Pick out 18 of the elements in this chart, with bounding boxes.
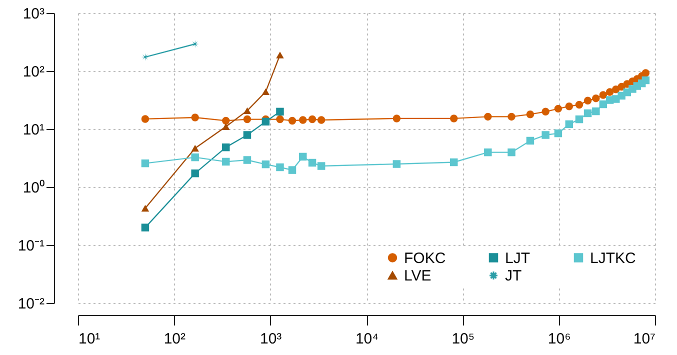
x-tick-label: 10¹ xyxy=(78,330,100,348)
y-tick-label: 10⁻² xyxy=(18,296,44,312)
y-tick-label: 10² xyxy=(22,64,44,80)
legend-label: JT xyxy=(505,268,522,284)
legend-label: LJTKC xyxy=(590,250,636,267)
x-tick-label: 10³ xyxy=(260,330,282,348)
y-tick-label: 10³ xyxy=(22,6,44,22)
x-tick-label: 10⁷ xyxy=(633,330,656,348)
legend-label: LJT xyxy=(505,250,530,267)
y-tick-label: 10⁻¹ xyxy=(18,238,44,254)
legend-label: LVE xyxy=(404,268,432,284)
x-tick-label: 10⁴ xyxy=(355,330,379,348)
legend-label: FOKC xyxy=(404,250,446,267)
y-tick-label: 10⁰ xyxy=(22,180,44,196)
x-tick-label: 10² xyxy=(164,330,186,348)
x-tick-label: 10⁵ xyxy=(452,330,475,348)
y-tick-label: 10¹ xyxy=(22,122,44,138)
x-tick-label: 10⁶ xyxy=(548,330,571,348)
